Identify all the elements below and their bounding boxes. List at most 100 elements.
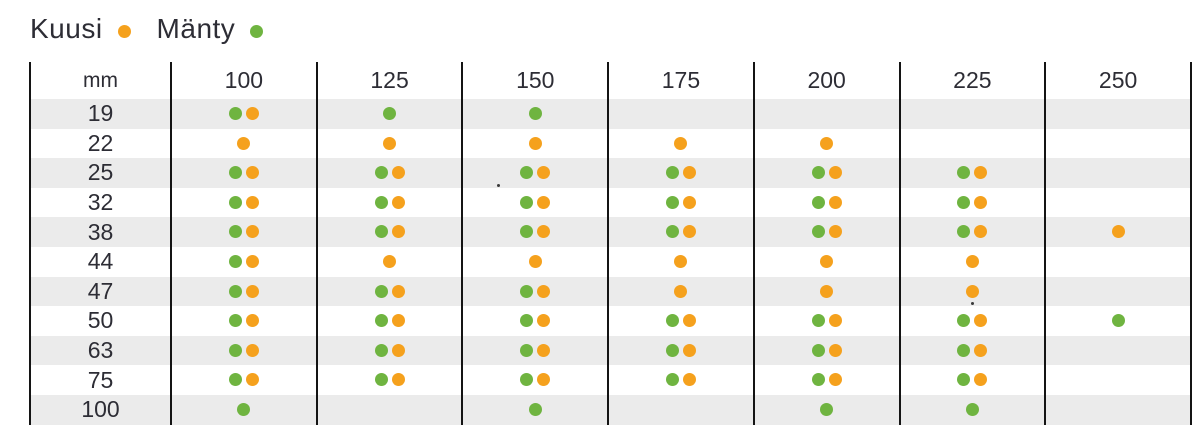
row-label: 25 (87, 159, 114, 186)
availability-dot-green-icon (228, 225, 242, 239)
availability-cell (170, 99, 317, 129)
availability-dot-orange-icon (383, 136, 397, 150)
availability-dot-orange-icon (828, 373, 842, 387)
availability-dot-orange-icon (974, 343, 988, 357)
availability-cell (752, 306, 900, 336)
availability-dot-orange-icon (245, 343, 259, 357)
availability-dot-orange-icon (965, 284, 979, 298)
availability-dot-orange-icon (682, 225, 696, 239)
availability-dot-green-icon (957, 343, 971, 357)
availability-cell (170, 158, 317, 188)
availability-dot-orange-icon (974, 166, 988, 180)
availability-dot-green-icon (520, 195, 534, 209)
availability-dot-orange-icon (682, 343, 696, 357)
row-label: 19 (87, 100, 114, 127)
availability-cell (315, 158, 463, 188)
availability-dot-orange-icon (245, 166, 259, 180)
availability-dot-orange-icon (828, 343, 842, 357)
availability-dot-green-icon (374, 373, 388, 387)
availability-cell (1044, 187, 1191, 218)
availability-dot-orange-icon (682, 373, 696, 387)
availability-cell (170, 365, 317, 395)
availability-cell (1044, 365, 1191, 395)
availability-dot-orange-icon (974, 314, 988, 328)
availability-cell (315, 394, 463, 425)
row-label: 50 (87, 307, 114, 334)
table-row-22mm: 22 (30, 128, 1191, 159)
availability-cell (170, 394, 317, 425)
availability-cell (752, 187, 900, 218)
availability-cell (461, 246, 609, 277)
stray-speck-artifact (971, 302, 974, 305)
availability-cell (461, 335, 609, 366)
availability-dot-green-icon (811, 343, 825, 357)
availability-cell (315, 99, 463, 129)
availability-dot-green-icon (228, 195, 242, 209)
availability-cell (607, 306, 754, 336)
column-header-250: 250 (1044, 62, 1191, 99)
availability-dot-orange-icon (674, 255, 688, 269)
availability-cell (1044, 335, 1191, 366)
availability-dot-orange-icon (245, 225, 259, 239)
availability-dot-green-icon (228, 343, 242, 357)
table-row-50mm: 50 (30, 306, 1191, 336)
table-row-25mm: 25 (30, 158, 1191, 188)
row-label: 63 (87, 337, 114, 364)
availability-dot-green-icon (528, 107, 542, 121)
availability-dot-green-icon (383, 107, 397, 121)
availability-cell (1044, 276, 1191, 307)
row-label: 44 (87, 248, 114, 275)
table-body: 19 22 25 32 38 44 47 50 63 75 100 (30, 99, 1191, 425)
availability-cell (315, 306, 463, 336)
availability-cell (1044, 217, 1191, 247)
availability-cell (315, 128, 463, 159)
species-legend: Kuusi Mänty (30, 13, 264, 45)
stray-speck-artifact (497, 184, 500, 187)
availability-cell (898, 128, 1046, 159)
column-header-200: 200 (752, 62, 900, 99)
availability-cell (752, 394, 900, 425)
availability-dot-green-icon (811, 195, 825, 209)
table-row-100mm: 100 (30, 394, 1191, 425)
availability-dot-orange-icon (828, 166, 842, 180)
availability-cell (607, 128, 754, 159)
availability-dot-orange-icon (245, 284, 259, 298)
availability-dot-green-icon (1111, 314, 1125, 328)
availability-dot-orange-icon (391, 225, 405, 239)
availability-dot-orange-icon (820, 255, 834, 269)
availability-dot-orange-icon (391, 373, 405, 387)
legend-label-manty: Mänty (156, 13, 236, 44)
availability-dot-green-icon (374, 195, 388, 209)
availability-cell (461, 276, 609, 307)
table-row-38mm: 38 (30, 217, 1191, 247)
availability-cell (461, 306, 609, 336)
availability-dot-green-icon (374, 166, 388, 180)
availability-cell (315, 335, 463, 366)
availability-cell (1044, 246, 1191, 277)
availability-cell (898, 187, 1046, 218)
availability-dot-orange-icon (245, 255, 259, 269)
availability-dot-orange-icon (391, 166, 405, 180)
availability-dot-orange-icon (974, 195, 988, 209)
table-row-47mm: 47 (30, 276, 1191, 307)
availability-cell (461, 99, 609, 129)
availability-dot-orange-icon (820, 136, 834, 150)
availability-dot-green-icon (520, 373, 534, 387)
availability-dot-orange-icon (245, 314, 259, 328)
availability-cell (170, 335, 317, 366)
availability-cell (607, 365, 754, 395)
availability-dot-green-icon (957, 166, 971, 180)
availability-dot-green-icon (228, 255, 242, 269)
row-label: 38 (87, 218, 114, 245)
availability-cell (170, 187, 317, 218)
column-header-175: 175 (607, 62, 754, 99)
availability-dot-orange-icon (820, 284, 834, 298)
availability-dot-orange-icon (828, 225, 842, 239)
availability-dot-green-icon (520, 284, 534, 298)
availability-cell (898, 158, 1046, 188)
availability-dot-green-icon (528, 403, 542, 416)
availability-dot-orange-icon (537, 166, 551, 180)
availability-dot-green-icon (228, 166, 242, 180)
availability-dot-green-icon (811, 166, 825, 180)
availability-dot-orange-icon (537, 373, 551, 387)
